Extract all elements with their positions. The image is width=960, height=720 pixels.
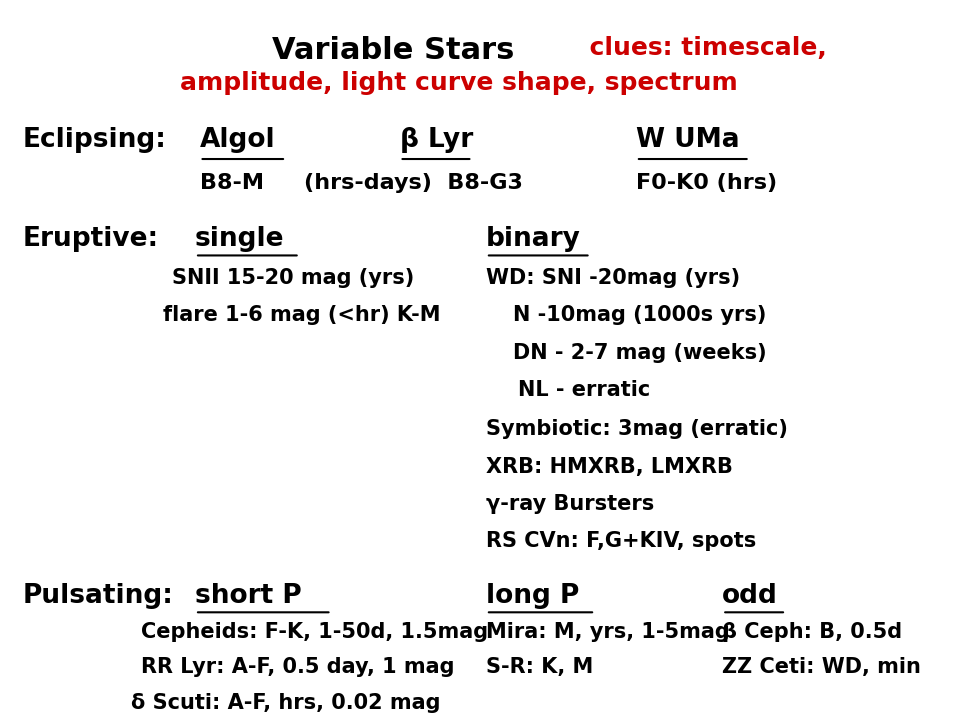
Text: β Ceph: B, 0.5d: β Ceph: B, 0.5d bbox=[722, 622, 902, 642]
Text: Symbiotic: 3mag (erratic): Symbiotic: 3mag (erratic) bbox=[486, 420, 788, 439]
Text: Eclipsing:: Eclipsing: bbox=[22, 127, 166, 153]
Text: Pulsating:: Pulsating: bbox=[22, 582, 173, 608]
Text: WD: SNI -20mag (yrs): WD: SNI -20mag (yrs) bbox=[486, 268, 740, 288]
Text: W UMa: W UMa bbox=[636, 127, 739, 153]
Text: S-R: K, M: S-R: K, M bbox=[486, 657, 593, 678]
Text: clues: timescale,: clues: timescale, bbox=[572, 36, 828, 60]
Text: β Lyr: β Lyr bbox=[399, 127, 473, 153]
Text: F0-K0 (hrs): F0-K0 (hrs) bbox=[636, 173, 777, 193]
Text: Variable Stars: Variable Stars bbox=[273, 36, 515, 65]
Text: short P: short P bbox=[195, 582, 301, 608]
Text: flare 1-6 mag (<hr) K-M: flare 1-6 mag (<hr) K-M bbox=[163, 305, 441, 325]
Text: single: single bbox=[195, 226, 284, 252]
Text: ZZ Ceti: WD, min: ZZ Ceti: WD, min bbox=[722, 657, 922, 678]
Text: binary: binary bbox=[486, 226, 581, 252]
Text: RS CVn: F,G+KIV, spots: RS CVn: F,G+KIV, spots bbox=[486, 531, 756, 552]
Text: Mira: M, yrs, 1-5mag: Mira: M, yrs, 1-5mag bbox=[486, 622, 730, 642]
Text: XRB: HMXRB, LMXRB: XRB: HMXRB, LMXRB bbox=[486, 456, 732, 477]
Text: γ-ray Bursters: γ-ray Bursters bbox=[486, 494, 654, 514]
Text: odd: odd bbox=[722, 582, 779, 608]
Text: (hrs-days)  B8-G3: (hrs-days) B8-G3 bbox=[304, 173, 523, 193]
Text: B8-M: B8-M bbox=[200, 173, 264, 193]
Text: DN - 2-7 mag (weeks): DN - 2-7 mag (weeks) bbox=[514, 343, 767, 363]
Text: Cepheids: F-K, 1-50d, 1.5mag: Cepheids: F-K, 1-50d, 1.5mag bbox=[140, 622, 488, 642]
Text: SNII 15-20 mag (yrs): SNII 15-20 mag (yrs) bbox=[173, 268, 415, 288]
Text: NL - erratic: NL - erratic bbox=[517, 380, 650, 400]
Text: Algol: Algol bbox=[200, 127, 276, 153]
Text: amplitude, light curve shape, spectrum: amplitude, light curve shape, spectrum bbox=[180, 71, 737, 95]
Text: long P: long P bbox=[486, 582, 579, 608]
Text: N -10mag (1000s yrs): N -10mag (1000s yrs) bbox=[514, 305, 767, 325]
Text: Eruptive:: Eruptive: bbox=[22, 226, 158, 252]
Text: δ Scuti: A-F, hrs, 0.02 mag: δ Scuti: A-F, hrs, 0.02 mag bbox=[132, 693, 441, 713]
Text: RR Lyr: A-F, 0.5 day, 1 mag: RR Lyr: A-F, 0.5 day, 1 mag bbox=[140, 657, 454, 678]
